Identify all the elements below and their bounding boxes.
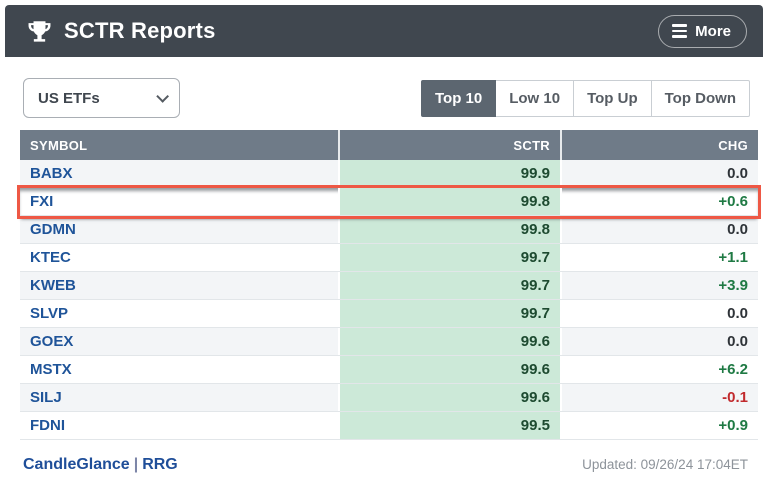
symbol-link[interactable]: FDNI: [30, 417, 65, 434]
table-body: BABX 99.9 0.0 FXI 99.8 +0.6 GDMN 99.8 0.…: [17, 160, 761, 440]
symbol-link[interactable]: MSTX: [30, 361, 72, 378]
chg-value: 0.0: [560, 328, 758, 355]
table-row[interactable]: MSTX 99.6 +6.2: [20, 356, 758, 384]
symbol-link[interactable]: SLVP: [30, 305, 69, 322]
symbol-link[interactable]: SILJ: [30, 389, 62, 406]
candleglance-link[interactable]: CandleGlance: [23, 456, 130, 473]
sctr-value: 99.6: [338, 384, 560, 411]
chg-value: +0.6: [560, 188, 758, 215]
sctr-value: 99.7: [338, 244, 560, 271]
chevron-down-icon: [156, 89, 169, 103]
chg-value: +1.1: [560, 244, 758, 271]
table-row[interactable]: GOEX 99.6 0.0: [20, 328, 758, 356]
table-header-row: SYMBOL SCTR CHG: [20, 130, 758, 160]
table-row[interactable]: KTEC 99.7 +1.1: [20, 244, 758, 272]
updated-timestamp: Updated: 09/26/24 17:04ET: [582, 457, 748, 472]
symbol-link[interactable]: KTEC: [30, 249, 71, 266]
sctr-value: 99.7: [338, 300, 560, 327]
sctr-value: 99.5: [338, 412, 560, 439]
sctr-table: SYMBOL SCTR CHG BABX 99.9 0.0 FXI 99.8 +…: [17, 130, 761, 440]
chg-value: 0.0: [560, 300, 758, 327]
footer-links: CandleGlance | RRG: [23, 456, 178, 474]
group-select-dropdown[interactable]: US ETFs: [23, 78, 180, 118]
page-title: SCTR Reports: [64, 18, 216, 43]
footer-bar: CandleGlance | RRG Updated: 09/26/24 17:04…: [23, 456, 748, 474]
footer-separator: |: [133, 456, 139, 473]
symbol-link[interactable]: KWEB: [30, 277, 76, 294]
sctr-value: 99.6: [338, 328, 560, 355]
chg-value: 0.0: [560, 160, 758, 187]
chg-value: -0.1: [560, 384, 758, 411]
menu-icon: [672, 24, 688, 38]
column-header-sctr[interactable]: SCTR: [338, 130, 560, 160]
symbol-link[interactable]: GOEX: [30, 333, 74, 350]
report-tab-top-up[interactable]: Top Up: [574, 79, 652, 117]
more-button-label: More: [695, 22, 731, 40]
trophy-icon: [28, 20, 51, 42]
sctr-value: 99.7: [338, 272, 560, 299]
column-header-symbol[interactable]: SYMBOL: [30, 138, 88, 153]
table-row-highlighted[interactable]: FXI 99.8 +0.6: [17, 185, 761, 219]
symbol-link[interactable]: FXI: [30, 193, 54, 210]
table-row[interactable]: SILJ 99.6 -0.1: [20, 384, 758, 412]
chg-value: 0.0: [560, 216, 758, 243]
controls-row: US ETFs Top 10 Low 10 Top Up Top Down: [23, 78, 750, 118]
chg-value: +0.9: [560, 412, 758, 439]
more-button[interactable]: More: [658, 14, 747, 48]
symbol-link[interactable]: GDMN: [30, 221, 76, 238]
report-tab-top-down[interactable]: Top Down: [651, 79, 750, 117]
report-tab-top-10[interactable]: Top 10: [420, 79, 497, 117]
table-row[interactable]: BABX 99.9 0.0: [20, 160, 758, 188]
rrg-link[interactable]: RRG: [142, 456, 178, 473]
report-tabs: Top 10 Low 10 Top Up Top Down: [420, 79, 750, 117]
chg-value: +3.9: [560, 272, 758, 299]
sctr-value: 99.8: [338, 188, 560, 215]
column-header-chg[interactable]: CHG: [560, 130, 758, 160]
sctr-reports-widget: SCTR Reports More US ETFs Top 10 Low 10 To…: [5, 5, 763, 474]
table-row[interactable]: KWEB 99.7 +3.9: [20, 272, 758, 300]
sctr-value: 99.6: [338, 356, 560, 383]
table-row[interactable]: SLVP 99.7 0.0: [20, 300, 758, 328]
sctr-value: 99.8: [338, 216, 560, 243]
table-row[interactable]: GDMN 99.8 0.0: [20, 216, 758, 244]
symbol-link[interactable]: BABX: [30, 165, 73, 182]
widget-header: SCTR Reports More: [5, 5, 763, 57]
report-tab-low-10[interactable]: Low 10: [496, 79, 575, 117]
table-row[interactable]: FDNI 99.5 +0.9: [20, 412, 758, 440]
chg-value: +6.2: [560, 356, 758, 383]
sctr-value: 99.9: [338, 160, 560, 187]
group-select-value: US ETFs: [38, 89, 100, 107]
